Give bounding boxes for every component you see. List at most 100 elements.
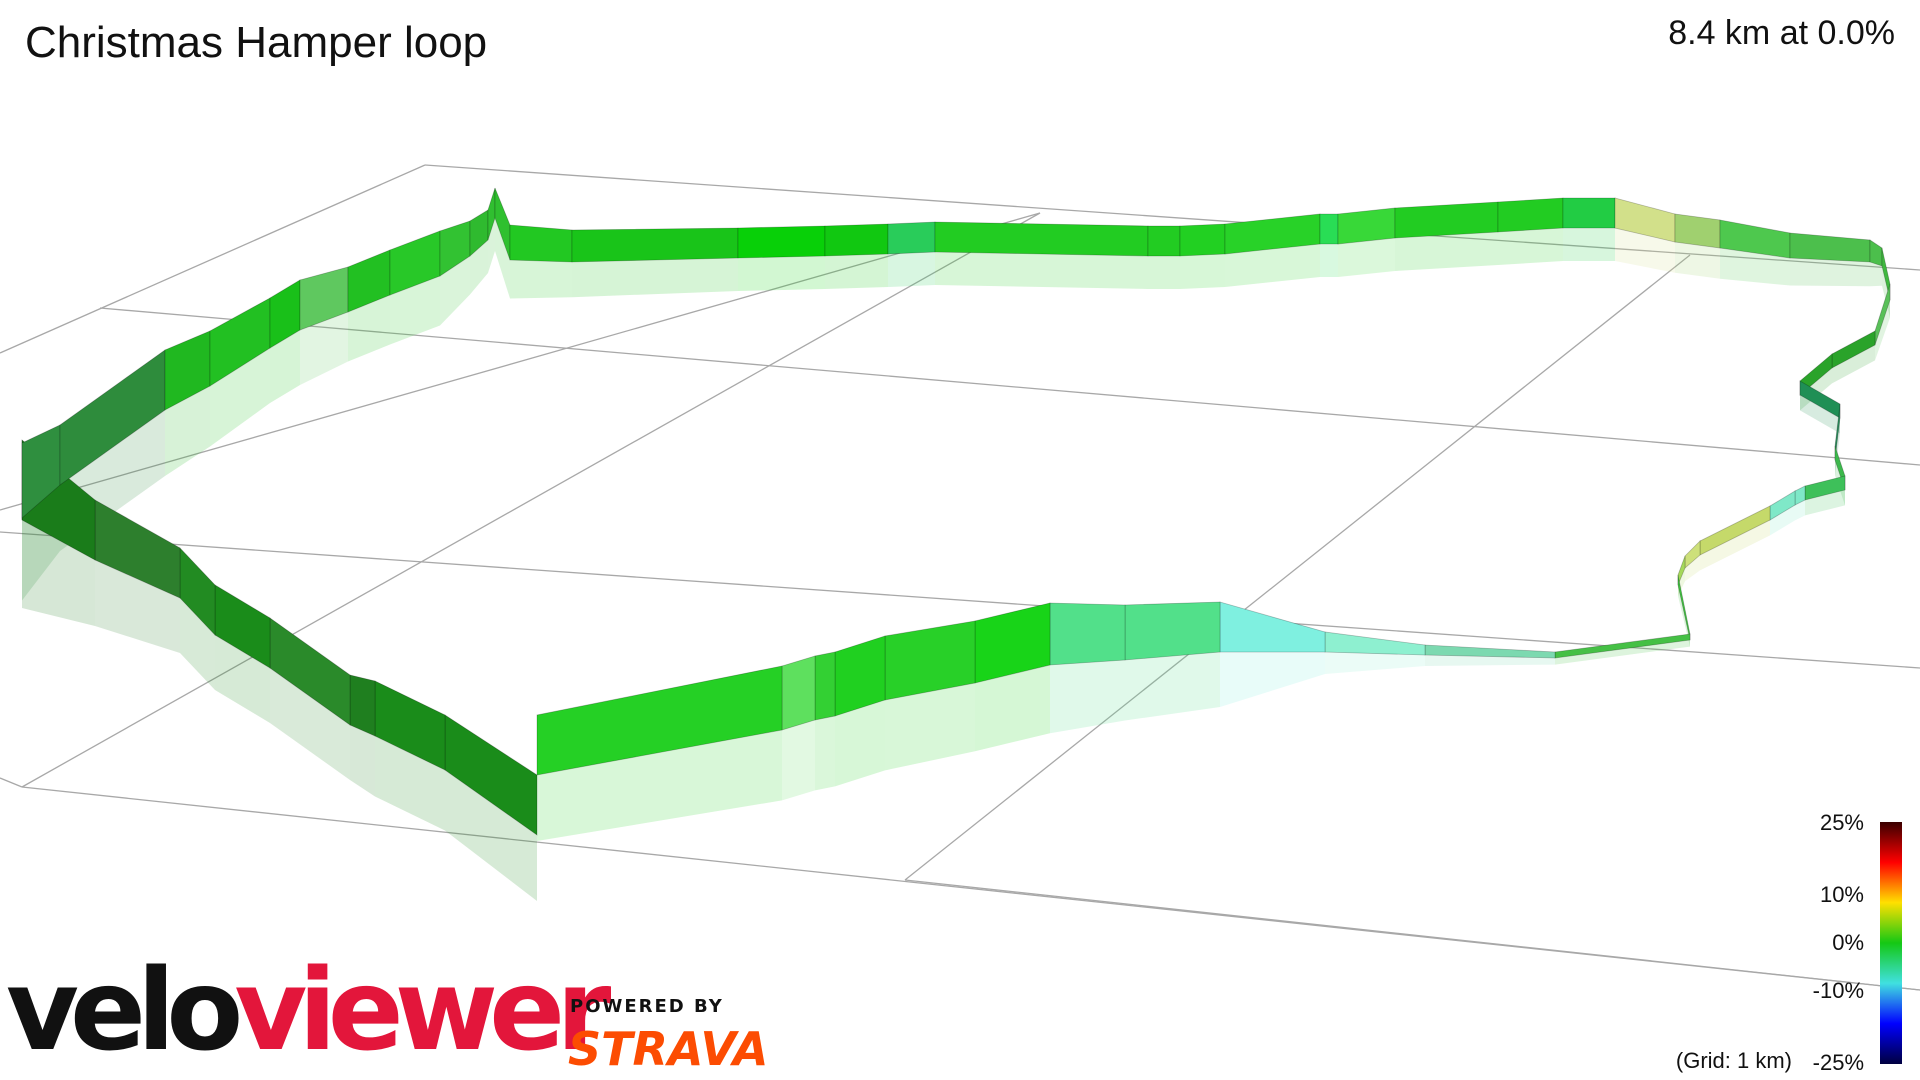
ribbon-shadow-segment bbox=[1180, 254, 1225, 289]
ribbon-shadow-segment bbox=[470, 240, 488, 295]
legend-tick-minus-25: -25% bbox=[1812, 1050, 1864, 1075]
ribbon-segment bbox=[509, 224, 573, 263]
ribbon-shadow-segment bbox=[22, 520, 95, 626]
ribbon-segment bbox=[1677, 574, 1691, 641]
ribbon-shadow-segment bbox=[1425, 655, 1555, 666]
ribbon-shadow-segment bbox=[1395, 232, 1498, 271]
ribbon-shadow-segment bbox=[1563, 228, 1615, 261]
ribbon-shadow-segment bbox=[1325, 652, 1425, 674]
ribbon-shadow-segment bbox=[300, 312, 348, 385]
ribbon-segment bbox=[814, 651, 836, 721]
ribbon-segment bbox=[1394, 201, 1499, 239]
ribbon-shadow-segment bbox=[350, 725, 375, 797]
ribbon-segment bbox=[1337, 207, 1396, 245]
ribbon-segment bbox=[1179, 223, 1226, 257]
ribbon-shadow-segment bbox=[1225, 244, 1320, 287]
ribbon-shadow-segment bbox=[180, 598, 215, 690]
ribbon-segment bbox=[1147, 225, 1181, 257]
ribbon-shadow-segment bbox=[1675, 242, 1720, 279]
ribbon-segment bbox=[737, 225, 826, 259]
ribbon-shadow-segment bbox=[1805, 490, 1845, 516]
ribbon-shadow-segment bbox=[1770, 505, 1795, 536]
ribbon-shadow-segment bbox=[440, 256, 470, 326]
logo-velo-text: velo bbox=[6, 946, 243, 1076]
ribbon-shadow-segment bbox=[445, 770, 537, 901]
ground-grid bbox=[0, 164, 1920, 991]
ribbon-segment bbox=[887, 221, 936, 255]
ribbon-shadow-segment bbox=[975, 665, 1050, 752]
ribbon-shadow-segment bbox=[270, 668, 350, 780]
legend-tick-minus-10: -10% bbox=[1812, 978, 1864, 1003]
ribbon-segment bbox=[1674, 213, 1721, 249]
ribbon-shadow-segment bbox=[1685, 555, 1700, 582]
ribbon-shadow-segment bbox=[1678, 585, 1690, 647]
ribbon-shadow-segment bbox=[495, 218, 510, 299]
logo-viewer-text: viewer bbox=[234, 946, 611, 1076]
elevation-shadow bbox=[22, 218, 1890, 901]
ribbon-segment bbox=[1124, 601, 1221, 661]
ribbon-segment bbox=[571, 227, 739, 263]
ribbon-shadow-segment bbox=[1720, 248, 1790, 286]
route-summary: 8.4 km at 0.0% bbox=[1668, 14, 1895, 52]
ribbon-shadow-segment bbox=[215, 635, 270, 723]
ribbon-segment bbox=[1049, 602, 1126, 666]
ribbon-segment bbox=[1869, 239, 1883, 267]
ribbon-shadow-segment bbox=[390, 276, 440, 345]
ribbon-shadow-segment bbox=[1050, 660, 1125, 734]
ribbon-segment bbox=[781, 655, 816, 731]
ribbon-segment bbox=[824, 223, 889, 257]
strava-logo[interactable]: STRAVA bbox=[568, 1022, 769, 1076]
ribbon-shadow-segment bbox=[375, 736, 445, 831]
route-title: Christmas Hamper loop bbox=[25, 18, 488, 67]
ribbon-segment bbox=[349, 674, 376, 737]
grid-scale-note: (Grid: 1 km) bbox=[1675, 1048, 1792, 1073]
ribbon-shadow-segment bbox=[510, 260, 572, 299]
ribbon-shadow-segment bbox=[1338, 238, 1395, 277]
ribbon-shadow-segment bbox=[1615, 228, 1675, 273]
powered-by-label: POWERED BY bbox=[570, 996, 724, 1017]
ribbon-shadow-segment bbox=[1700, 520, 1770, 571]
ribbon-segment bbox=[536, 665, 783, 776]
ribbon-shadow-segment bbox=[572, 258, 738, 298]
ribbon-shadow-segment bbox=[1220, 652, 1325, 707]
ribbon-shadow-segment bbox=[815, 716, 835, 791]
ribbon-segment bbox=[1324, 631, 1426, 656]
veloviewer-logo[interactable]: veloviewer bbox=[6, 955, 611, 1067]
ribbon-segment bbox=[1562, 197, 1616, 229]
ribbon-shadow-segment bbox=[1790, 258, 1870, 287]
ribbon-shadow-segment bbox=[825, 254, 888, 289]
ribbon-shadow-segment bbox=[537, 730, 782, 841]
ribbon-segment bbox=[1319, 213, 1339, 245]
ribbon-shadow-segment bbox=[165, 386, 210, 476]
ribbon-shadow-segment bbox=[782, 720, 815, 801]
ribbon-shadow-segment bbox=[1795, 500, 1805, 521]
legend-tick-10: 10% bbox=[1819, 882, 1864, 907]
ribbon-shadow-segment bbox=[1320, 244, 1338, 277]
ribbon-segment bbox=[1789, 232, 1871, 263]
ribbon-shadow-segment bbox=[95, 560, 180, 653]
ribbon-shadow-segment bbox=[1875, 300, 1890, 361]
ribbon-shadow-segment bbox=[1800, 395, 1840, 434]
ribbon-shadow-segment bbox=[348, 295, 390, 362]
ribbon-shadow-segment bbox=[1800, 368, 1832, 411]
gradient-color-scale bbox=[1880, 822, 1902, 1064]
ribbon-shadow-segment bbox=[835, 700, 885, 787]
ribbon-shadow-segment bbox=[1555, 640, 1690, 665]
legend-tick-0: 0% bbox=[1832, 930, 1864, 955]
legend-tick-25: 25% bbox=[1819, 810, 1864, 835]
ribbon-shadow-segment bbox=[1125, 652, 1220, 721]
ribbon-shadow-segment bbox=[1870, 262, 1882, 287]
ribbon-shadow-segment bbox=[488, 218, 495, 273]
ribbon-segment bbox=[934, 221, 1149, 257]
ribbon-shadow-segment bbox=[888, 252, 935, 287]
ribbon-shadow-segment bbox=[1148, 256, 1180, 289]
ribbon-shadow-segment bbox=[738, 256, 825, 291]
ribbon-shadow-segment bbox=[270, 330, 300, 403]
ribbon-shadow-segment bbox=[1498, 228, 1563, 265]
ribbon-segment bbox=[1219, 601, 1326, 653]
elevation-ribbon bbox=[21, 187, 1891, 836]
ribbon-shadow-segment bbox=[885, 683, 975, 771]
ribbon-segment bbox=[1497, 197, 1564, 233]
